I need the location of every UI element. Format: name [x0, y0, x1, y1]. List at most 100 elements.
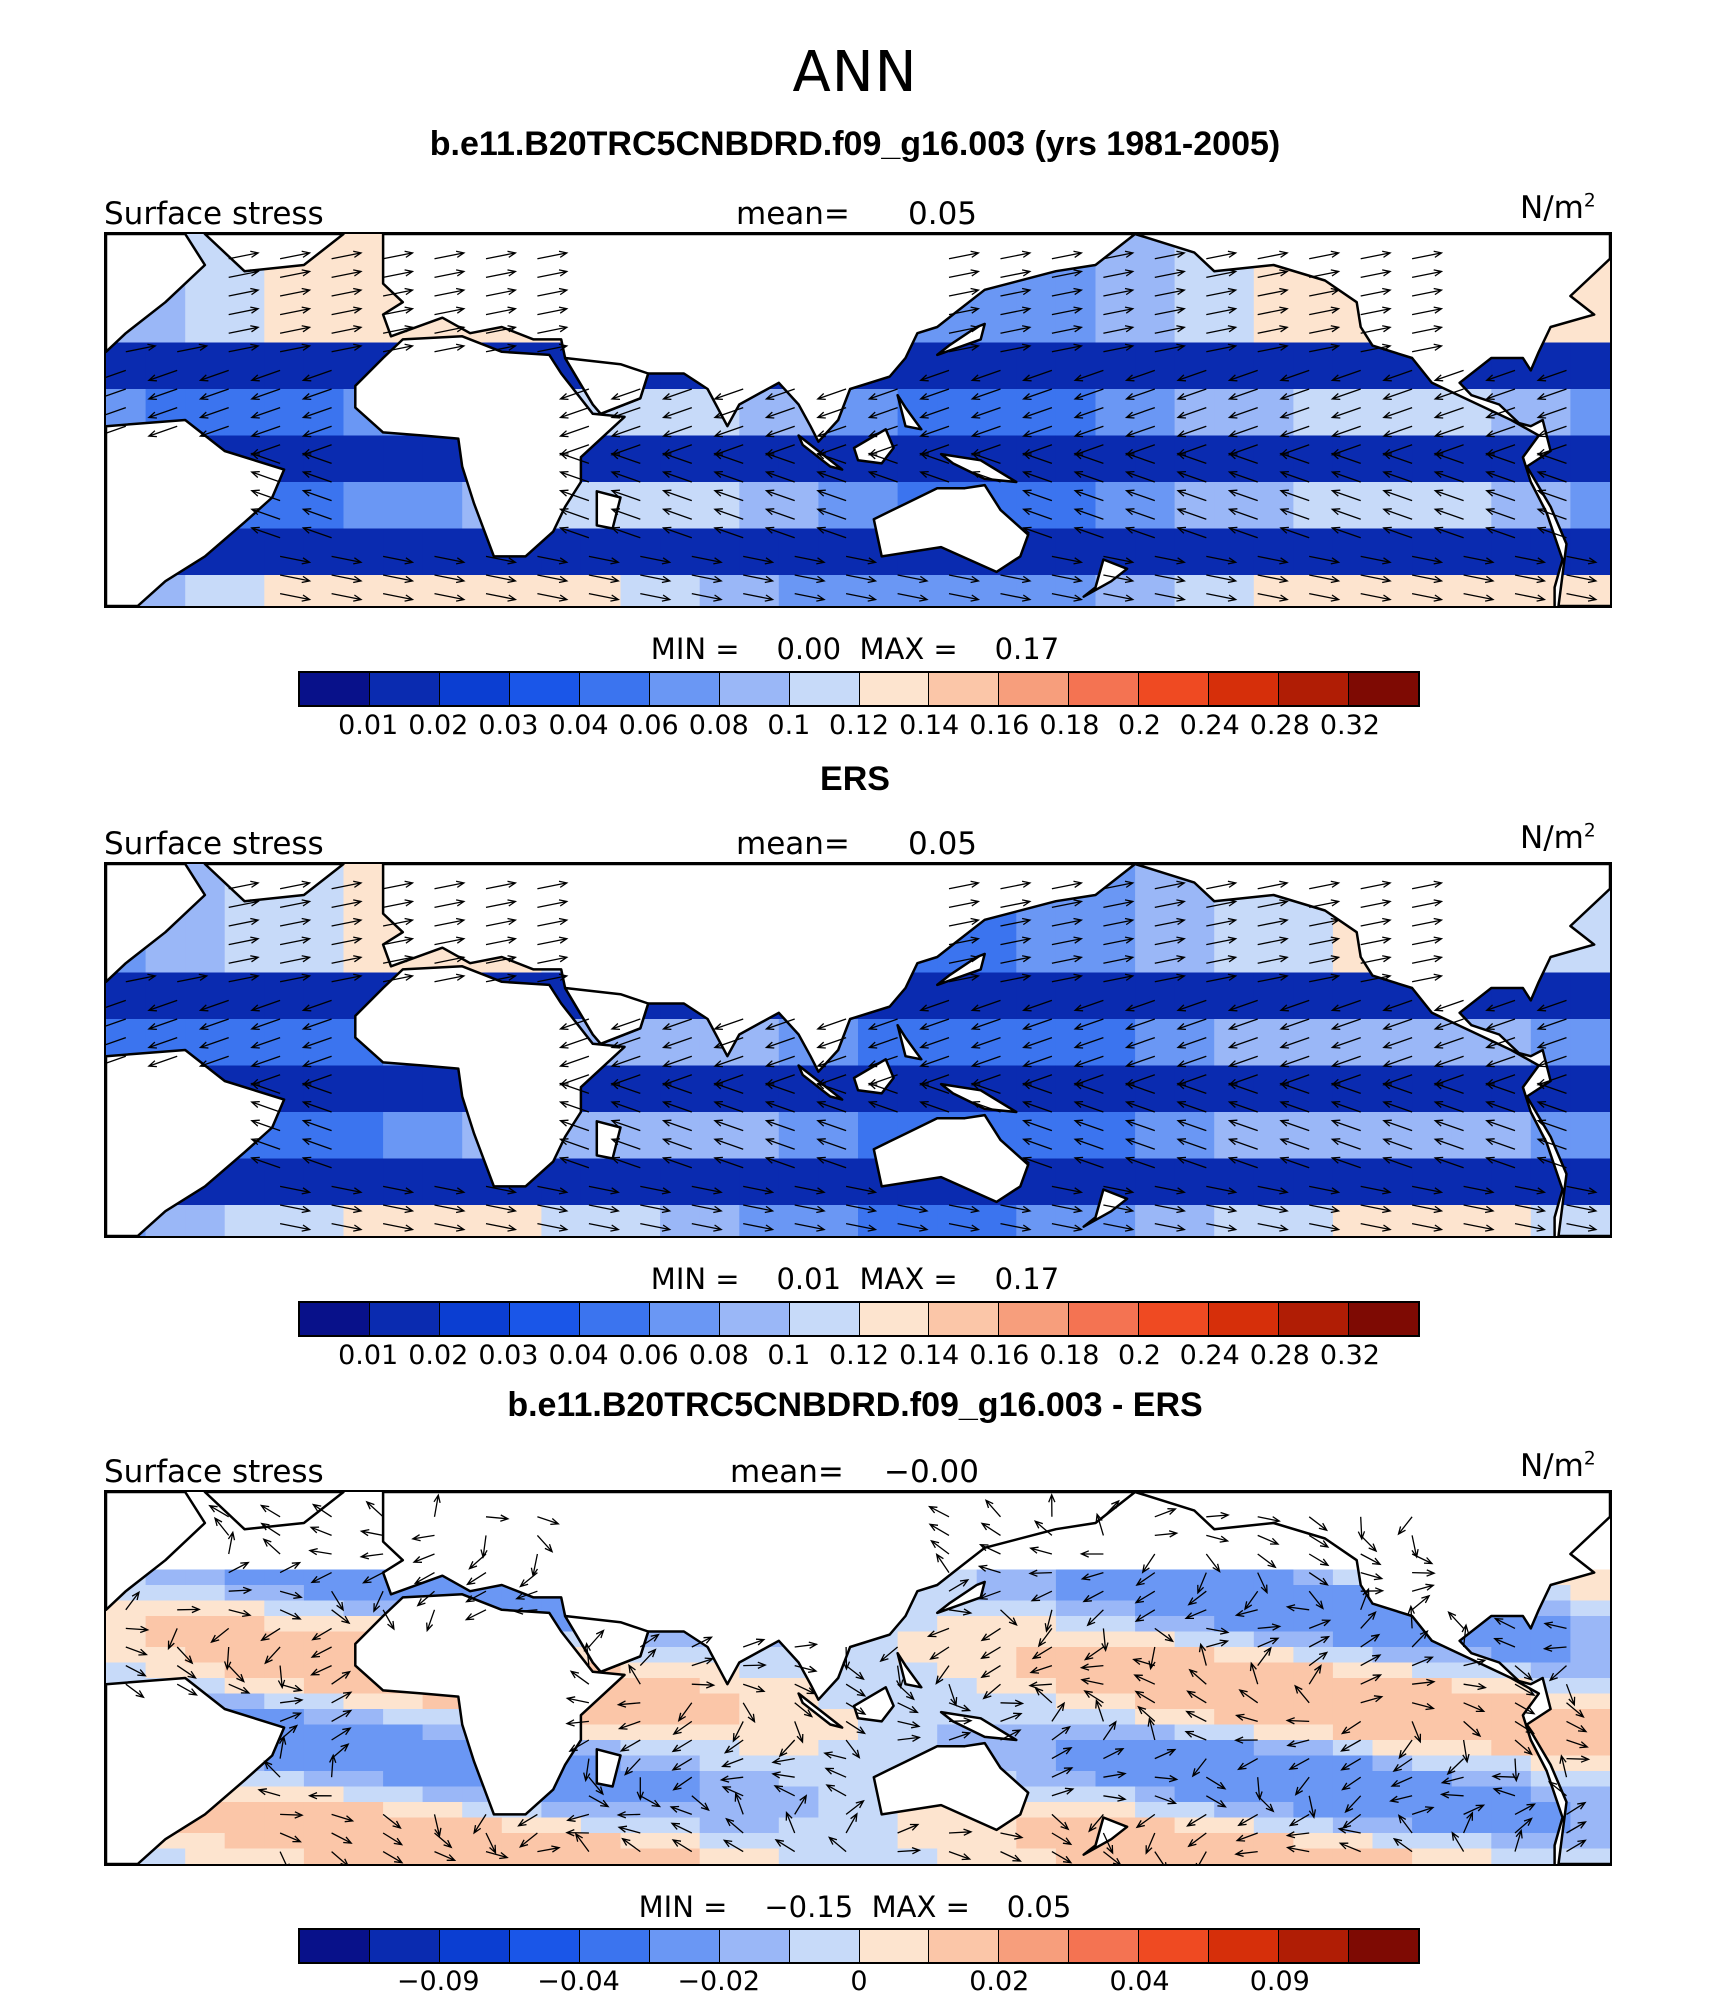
stress-vector-arrow — [1451, 1831, 1465, 1852]
colorbar-tick-label: 0.1 — [767, 1340, 811, 1371]
coastline-n_america — [1133, 864, 1610, 1236]
stress-vector-arrow — [1382, 526, 1413, 539]
stress-vector-arrow — [823, 1751, 847, 1760]
stress-vector-arrow — [1154, 250, 1186, 260]
stress-vector-arrow — [228, 250, 260, 260]
stress-vector-arrow — [301, 999, 332, 1012]
stress-vector-arrow — [198, 1018, 229, 1031]
stress-vector-arrow — [1176, 406, 1207, 419]
stress-vector-arrow — [1103, 936, 1135, 946]
map-canvas — [106, 864, 1610, 1236]
colorbar-swatch — [999, 1930, 1070, 1962]
stress-vector-arrow — [1022, 369, 1053, 382]
stress-vector-arrow — [558, 1156, 590, 1169]
stress-vector-arrow — [1308, 1534, 1330, 1548]
stress-vector-arrow — [1257, 592, 1289, 602]
stress-vector-arrow — [1000, 955, 1032, 964]
stress-vector-arrow — [259, 1504, 281, 1518]
stress-vector-arrow — [382, 936, 415, 946]
stress-vector-arrow — [331, 1222, 363, 1232]
stress-vector-arrow — [210, 1627, 230, 1644]
coastline-australia — [872, 1741, 1030, 1832]
stress-vector-arrow — [1411, 1806, 1435, 1816]
stress-vector-arrow — [1309, 574, 1341, 584]
stress-vector-arrow — [125, 1625, 150, 1634]
stress-vector-arrow — [465, 1590, 487, 1603]
stress-vector-arrow — [867, 452, 898, 465]
stress-vector-arrow — [1485, 526, 1516, 539]
stress-vector-arrow — [279, 955, 312, 964]
stress-vector-arrow — [867, 1100, 898, 1113]
coastline-australia — [872, 1113, 1030, 1204]
colorbar-tick-label: 0.1 — [767, 710, 811, 741]
stress-vector-arrow — [1485, 388, 1516, 401]
colorbar-tick-label: 0.04 — [548, 1340, 609, 1371]
stress-vector-arrow — [1227, 1082, 1258, 1095]
stress-vector-arrow — [558, 1018, 590, 1031]
stress-vector-arrow — [311, 1503, 332, 1518]
stress-vector-arrow — [1309, 269, 1341, 279]
stress-vector-arrow — [794, 555, 826, 565]
stress-vector-arrow — [485, 973, 518, 983]
stress-vector-arrow — [1382, 406, 1413, 419]
stress-vector-arrow — [1285, 1604, 1310, 1612]
stress-vector-arrow — [250, 508, 281, 520]
stress-vector-arrow — [661, 526, 693, 539]
stress-vector-arrow — [1433, 470, 1464, 483]
colorbar-swatch — [1209, 1303, 1280, 1335]
stress-vector-arrow — [661, 406, 693, 419]
stress-vector-arrow — [1102, 1851, 1121, 1864]
stress-vector-arrow — [1051, 1185, 1084, 1195]
stress-vector-arrow — [1411, 880, 1444, 890]
stress-vector-arrow — [897, 1734, 922, 1742]
stress-vector-arrow — [1360, 343, 1392, 353]
stress-vector-arrow — [1206, 899, 1238, 909]
stress-vector-arrow — [1463, 592, 1495, 602]
stress-vector-arrow — [1073, 1156, 1104, 1169]
stress-vector-arrow — [713, 1036, 744, 1049]
stress-vector-arrow — [176, 1665, 197, 1679]
stress-vector-arrow — [588, 574, 620, 584]
colorbar-tick-label: 0.01 — [338, 710, 399, 741]
stress-vector-arrow — [176, 1646, 194, 1665]
stress-vector-arrow — [1103, 1794, 1127, 1802]
stress-vector-arrow — [1051, 1222, 1084, 1232]
stress-vector-arrow — [1309, 1204, 1341, 1214]
stress-vector-arrow — [485, 899, 518, 909]
stress-vector-arrow — [1288, 1813, 1310, 1827]
stress-vector-arrow — [228, 899, 260, 909]
stress-vector-arrow — [816, 1138, 847, 1150]
stress-vector-arrow — [1257, 1795, 1275, 1813]
stress-vector-arrow — [411, 1534, 435, 1542]
stress-vector-arrow — [1463, 1804, 1486, 1815]
stress-vector-arrow — [331, 343, 363, 353]
colorbar-ticks: 0.01 0.02 0.03 0.04 0.06 0.08 0.1 0.12 0.14 0.16 0… — [298, 1340, 1420, 1372]
stress-vector-arrow — [1514, 1665, 1534, 1681]
colorbar-tick-label: −0.09 — [396, 1966, 480, 1997]
stress-vector-arrow — [565, 1828, 589, 1837]
stress-vector-arrow — [382, 1222, 415, 1232]
stress-vector-arrow — [1411, 269, 1444, 279]
stress-vector-arrow — [1309, 555, 1341, 565]
stress-vector-arrow — [1536, 999, 1567, 1012]
stress-vector-arrow — [1176, 1082, 1207, 1095]
stress-vector-arrow — [1154, 880, 1186, 890]
colorbar-swatch — [649, 1930, 720, 1962]
stress-vector-arrow — [1382, 369, 1413, 382]
stress-vector-arrow — [1360, 1553, 1382, 1566]
stress-vector-arrow — [1186, 1813, 1207, 1827]
stress-vector-arrow — [1411, 1656, 1434, 1667]
stress-vector-arrow — [919, 452, 950, 465]
colorbar-swatch — [509, 673, 580, 705]
stress-vector-arrow — [713, 489, 744, 502]
stress-vector-arrow — [948, 574, 981, 584]
stress-vector-arrow — [1206, 343, 1238, 353]
stress-vector-arrow — [1000, 1699, 1025, 1708]
stress-vector-arrow — [228, 269, 260, 279]
stress-vector-arrow — [610, 1138, 641, 1150]
stress-vector-arrow — [1051, 592, 1084, 602]
stress-vector-arrow — [1536, 425, 1567, 438]
colorbar-ticks: −0.09 −0.04 −0.02 0 0.02 0.04 0.09 — [298, 1966, 1420, 1998]
stress-vector-arrow — [228, 287, 260, 297]
colorbar-swatch — [719, 673, 790, 705]
